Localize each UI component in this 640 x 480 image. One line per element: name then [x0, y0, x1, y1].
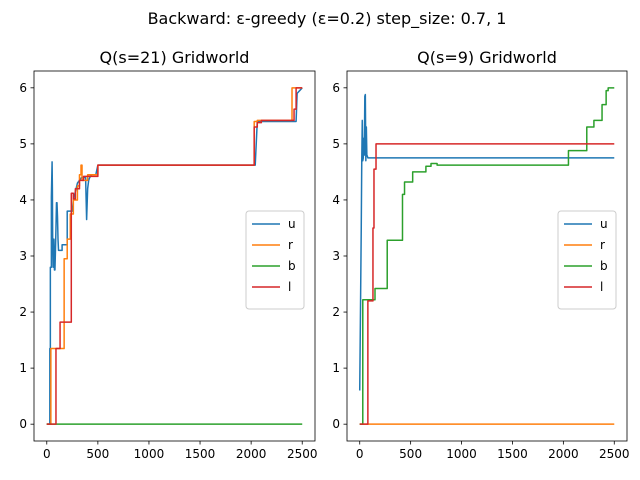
legend-label-r: r [288, 238, 293, 252]
series-line-b [359, 87, 615, 425]
legend-label-u: u [288, 217, 296, 231]
y-tick-label: 1 [332, 361, 340, 375]
x-tick-label: 2000 [548, 447, 579, 461]
chart-panel-left: Q(s=21) Gridworld 0 500 1000 1500 2000 2500 0 1 2… [19, 48, 317, 461]
chart-panel-right: Q(s=9) Gridworld 0 500 1000 1500 2000 2500 0 1 2 3… [332, 48, 629, 461]
series-line-u [358, 93, 615, 391]
y-tick-label: 3 [19, 249, 27, 263]
series-line-l [359, 143, 615, 425]
y-tick-label: 4 [332, 193, 340, 207]
legend-label-r: r [600, 238, 605, 252]
x-tick-label: 1500 [185, 447, 216, 461]
legend-label-b: b [600, 259, 608, 273]
y-tick-label: 2 [332, 305, 340, 319]
series-line-r [46, 87, 303, 425]
legend-label-b: b [288, 259, 296, 273]
y-tick-label: 4 [19, 193, 27, 207]
x-tick-label: 2500 [287, 447, 318, 461]
y-tick-label: 3 [332, 249, 340, 263]
y-tick-label: 0 [332, 417, 340, 431]
figure-suptitle: Backward: ε-greedy (ε=0.2) step_size: 0.… [148, 9, 507, 29]
legend-label-u: u [600, 217, 608, 231]
series-line-l [46, 87, 303, 425]
y-tick-label: 6 [19, 81, 27, 95]
x-tick-label: 0 [356, 447, 364, 461]
x-tick-label: 2000 [236, 447, 267, 461]
x-tick-label: 1000 [134, 447, 165, 461]
y-tick-label: 2 [19, 305, 27, 319]
x-tick-label: 0 [43, 447, 51, 461]
x-tick-label: 1500 [497, 447, 528, 461]
y-tick-label: 5 [19, 137, 27, 151]
x-tick-label: 1000 [446, 447, 477, 461]
x-tick-label: 2500 [599, 447, 630, 461]
legend-label-l: l [288, 280, 291, 294]
y-tick-label: 6 [332, 81, 340, 95]
y-tick-label: 1 [19, 361, 27, 375]
y-tick-label: 5 [332, 137, 340, 151]
x-tick-label: 500 [86, 447, 109, 461]
x-tick-label: 500 [399, 447, 422, 461]
legend-label-l: l [600, 280, 603, 294]
chart-title: Q(s=21) Gridworld [100, 48, 250, 67]
y-tick-label: 0 [19, 417, 27, 431]
chart-title: Q(s=9) Gridworld [417, 48, 557, 67]
